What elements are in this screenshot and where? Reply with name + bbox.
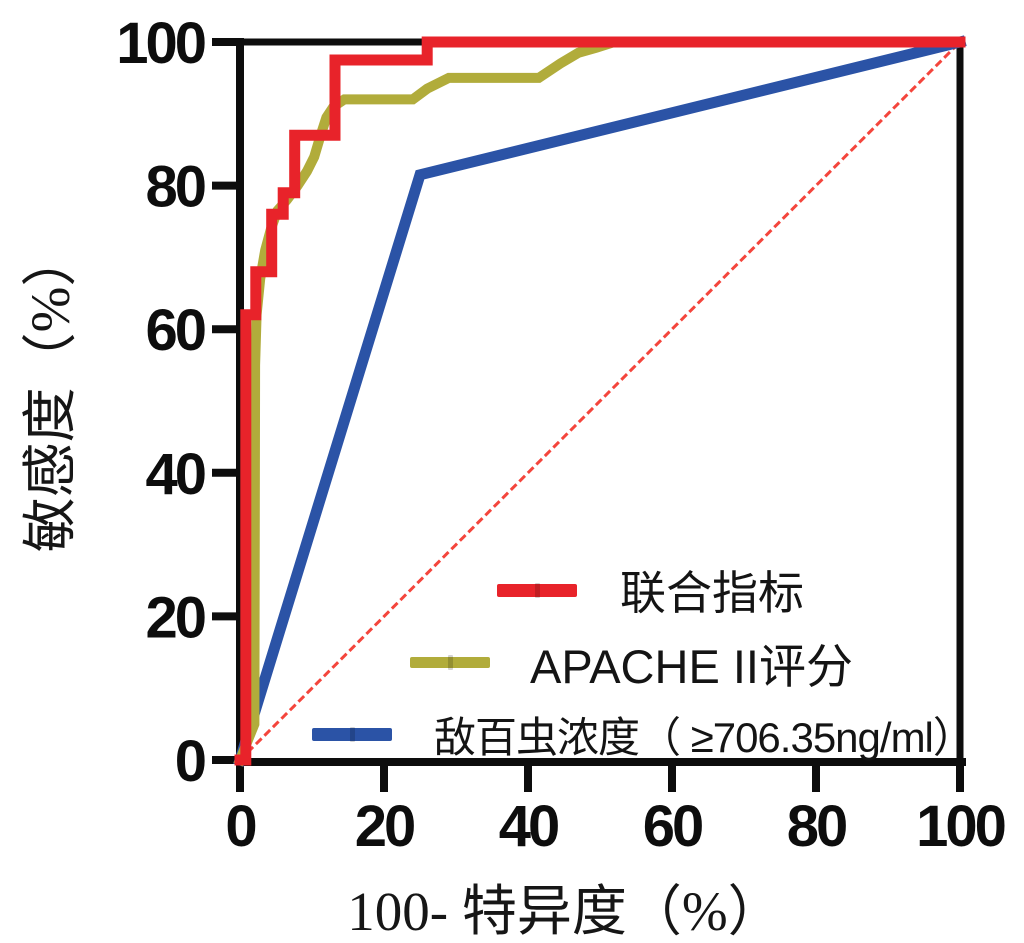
- y-tick-label: 80: [145, 155, 204, 220]
- axis-tick-labels: 0 20 40 60 80 100 0 20 40 60 80 100: [116, 11, 1007, 859]
- x-tick-label: 20: [355, 794, 414, 859]
- y-tick-label: 20: [145, 585, 204, 650]
- trichlorfon-line-swatch: [312, 726, 392, 742]
- axis-ticks: [212, 38, 964, 792]
- point-marker-icon: [349, 726, 355, 742]
- y-tick-label: 0: [175, 729, 205, 794]
- point-marker-icon: [447, 654, 453, 670]
- legend-item-trichlorfon-concentration: 敌百虫浓度（ ≥706.35ng/ml）: [312, 708, 975, 761]
- reference-diagonal-line: [237, 39, 963, 763]
- apache-ii-line-swatch: [410, 654, 490, 670]
- x-tick-label: 40: [499, 794, 558, 859]
- trichlorfon-concentration-line: [233, 35, 967, 767]
- point-marker-icon: [534, 582, 540, 598]
- legend-label-apache-ii-score: APACHE II评分: [530, 639, 853, 693]
- x-tick-label: 60: [643, 794, 702, 859]
- x-axis-title: 100- 特异度（%）: [347, 881, 783, 942]
- legend-item-combined-index: 联合指标: [497, 564, 804, 619]
- y-tick-label: 60: [145, 298, 204, 363]
- legend-label-combined-index: 联合指标: [620, 567, 804, 619]
- x-tick-label: 100: [916, 794, 1005, 859]
- legend-label-trichlorfon-concentration: 敌百虫浓度（ ≥706.35ng/ml）: [434, 713, 975, 761]
- combined-index-line-swatch: [497, 582, 577, 598]
- combined-index-line: [234, 36, 966, 766]
- x-tick-label: 80: [787, 794, 846, 859]
- x-tick-label: 0: [225, 794, 255, 859]
- y-axis-title: 敏感度（%）: [20, 231, 81, 553]
- y-tick-label: 100: [116, 11, 205, 76]
- legend-item-apache-ii-score: APACHE II评分: [410, 636, 853, 693]
- y-tick-label: 40: [145, 442, 204, 507]
- roc-curves: [233, 35, 967, 767]
